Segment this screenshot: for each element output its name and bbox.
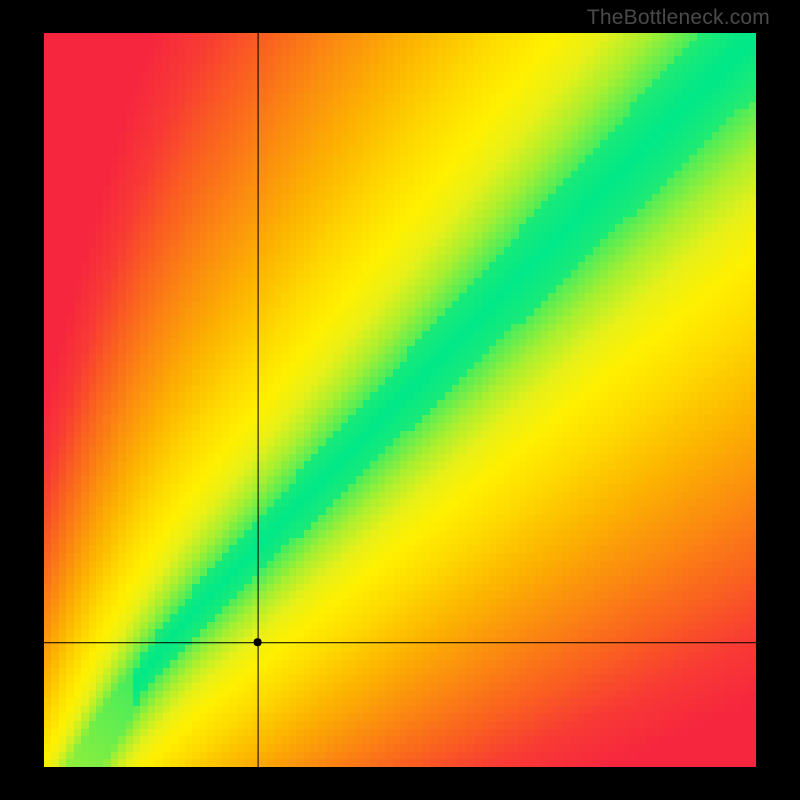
chart-frame: TheBottleneck.com	[0, 0, 800, 800]
heatmap-plot	[44, 33, 756, 767]
heatmap-canvas	[44, 33, 756, 767]
watermark-text: TheBottleneck.com	[587, 6, 770, 30]
